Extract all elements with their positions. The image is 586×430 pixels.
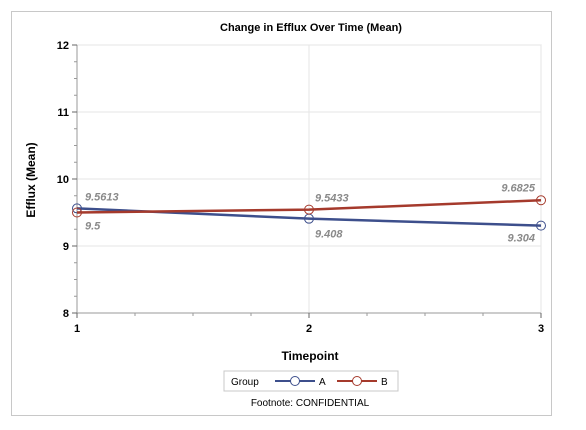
- data-labels: 9.5613 9.408 9.304 9.5 9.5433 9.6825: [85, 182, 536, 244]
- x-tick-label: 3: [538, 323, 544, 335]
- series-line-b: [76, 199, 542, 214]
- series-layer: [72, 195, 546, 231]
- y-tick-label: 11: [57, 107, 69, 119]
- footnote: Footnote: CONFIDENTIAL: [251, 398, 370, 409]
- data-point-b: [304, 204, 314, 215]
- data-point-a: [536, 220, 546, 231]
- data-point-b: [72, 207, 82, 218]
- data-label-a: 9.304: [507, 233, 535, 245]
- legend-label-b: B: [381, 377, 388, 388]
- y-axis-label: Efflux (Mean): [24, 142, 38, 217]
- data-point-b: [536, 195, 546, 206]
- y-tick-label: 12: [57, 40, 69, 52]
- y-tick-label: 9: [63, 241, 69, 253]
- legend: Group A B: [223, 370, 399, 392]
- grid-lines: [76, 44, 542, 314]
- data-label-a: 9.5613: [85, 191, 119, 203]
- chart-title: Change in Efflux Over Time (Mean): [220, 22, 402, 34]
- data-point-a: [72, 203, 82, 214]
- legend-marker-b: [352, 376, 362, 386]
- y-tick-label: 8: [63, 308, 69, 320]
- legend-marker-a: [290, 376, 300, 386]
- data-label-b: 9.5433: [315, 193, 349, 205]
- legend-label-a: A: [319, 377, 326, 388]
- data-label-b: 9.6825: [501, 182, 536, 194]
- x-tick-label: 1: [74, 323, 80, 335]
- data-label-a: 9.408: [315, 229, 343, 241]
- x-axis-label: Timepoint: [281, 349, 338, 363]
- legend-title: Group: [231, 377, 259, 388]
- chart-frame: [11, 11, 552, 416]
- x-tick-label: 2: [306, 323, 312, 335]
- y-tick-label: 10: [57, 174, 69, 186]
- data-label-b: 9.5: [85, 221, 101, 233]
